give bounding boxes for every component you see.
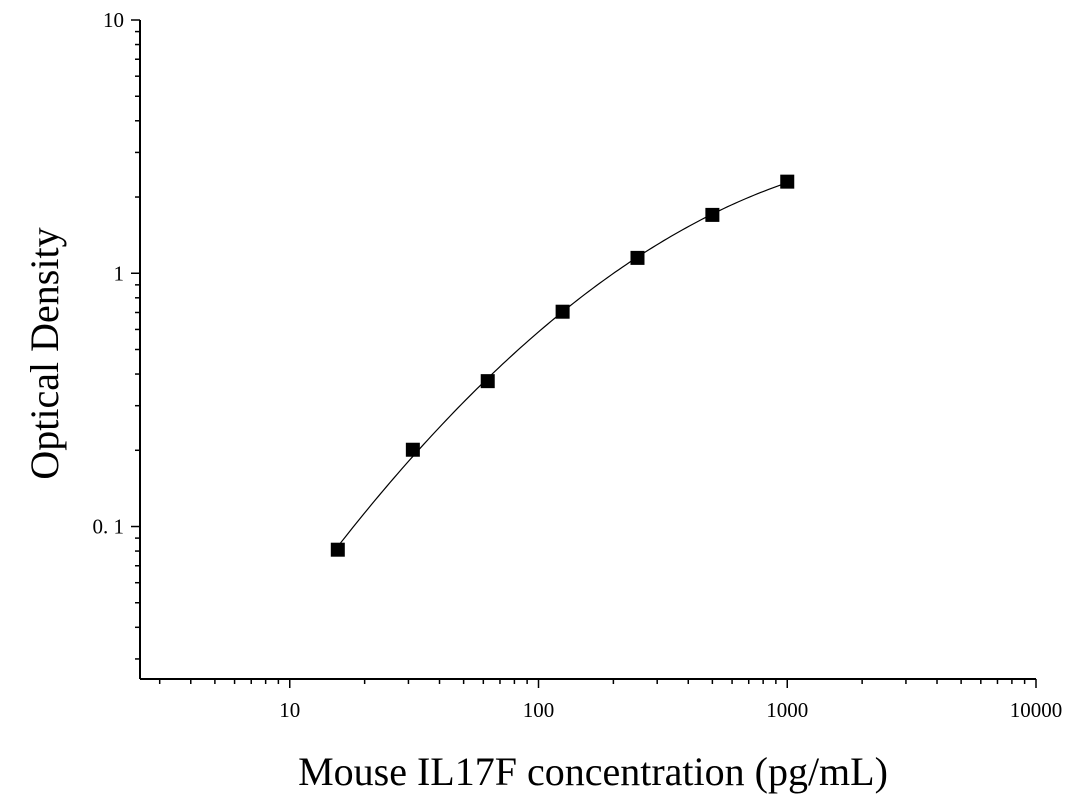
fit-curve [337, 182, 788, 547]
axes [139, 20, 1036, 680]
y-ticks [131, 19, 140, 660]
data-point [630, 250, 645, 265]
data-point [705, 207, 720, 222]
y-tick-labels: 0. 1 1 10 [93, 8, 125, 539]
x-tick-label: 1000 [766, 698, 808, 722]
x-axis-title: Mouse IL17F concentration (pg/mL) [298, 749, 888, 794]
x-tick-label: 100 [523, 698, 555, 722]
data-point [780, 174, 795, 189]
y-tick-label: 0. 1 [93, 515, 125, 539]
y-tick-label: 10 [103, 8, 124, 32]
data-points [330, 174, 795, 557]
data-point [405, 442, 420, 457]
x-tick-labels: 10 100 1000 10000 [279, 698, 1062, 722]
y-tick-label: 1 [114, 261, 125, 285]
data-point [555, 304, 570, 319]
x-tick-label: 10 [279, 698, 300, 722]
data-point [480, 374, 495, 389]
x-ticks [158, 679, 1037, 688]
data-point [330, 542, 345, 557]
y-axis-title: Optical Density [22, 227, 67, 479]
x-tick-label: 10000 [1010, 698, 1063, 722]
